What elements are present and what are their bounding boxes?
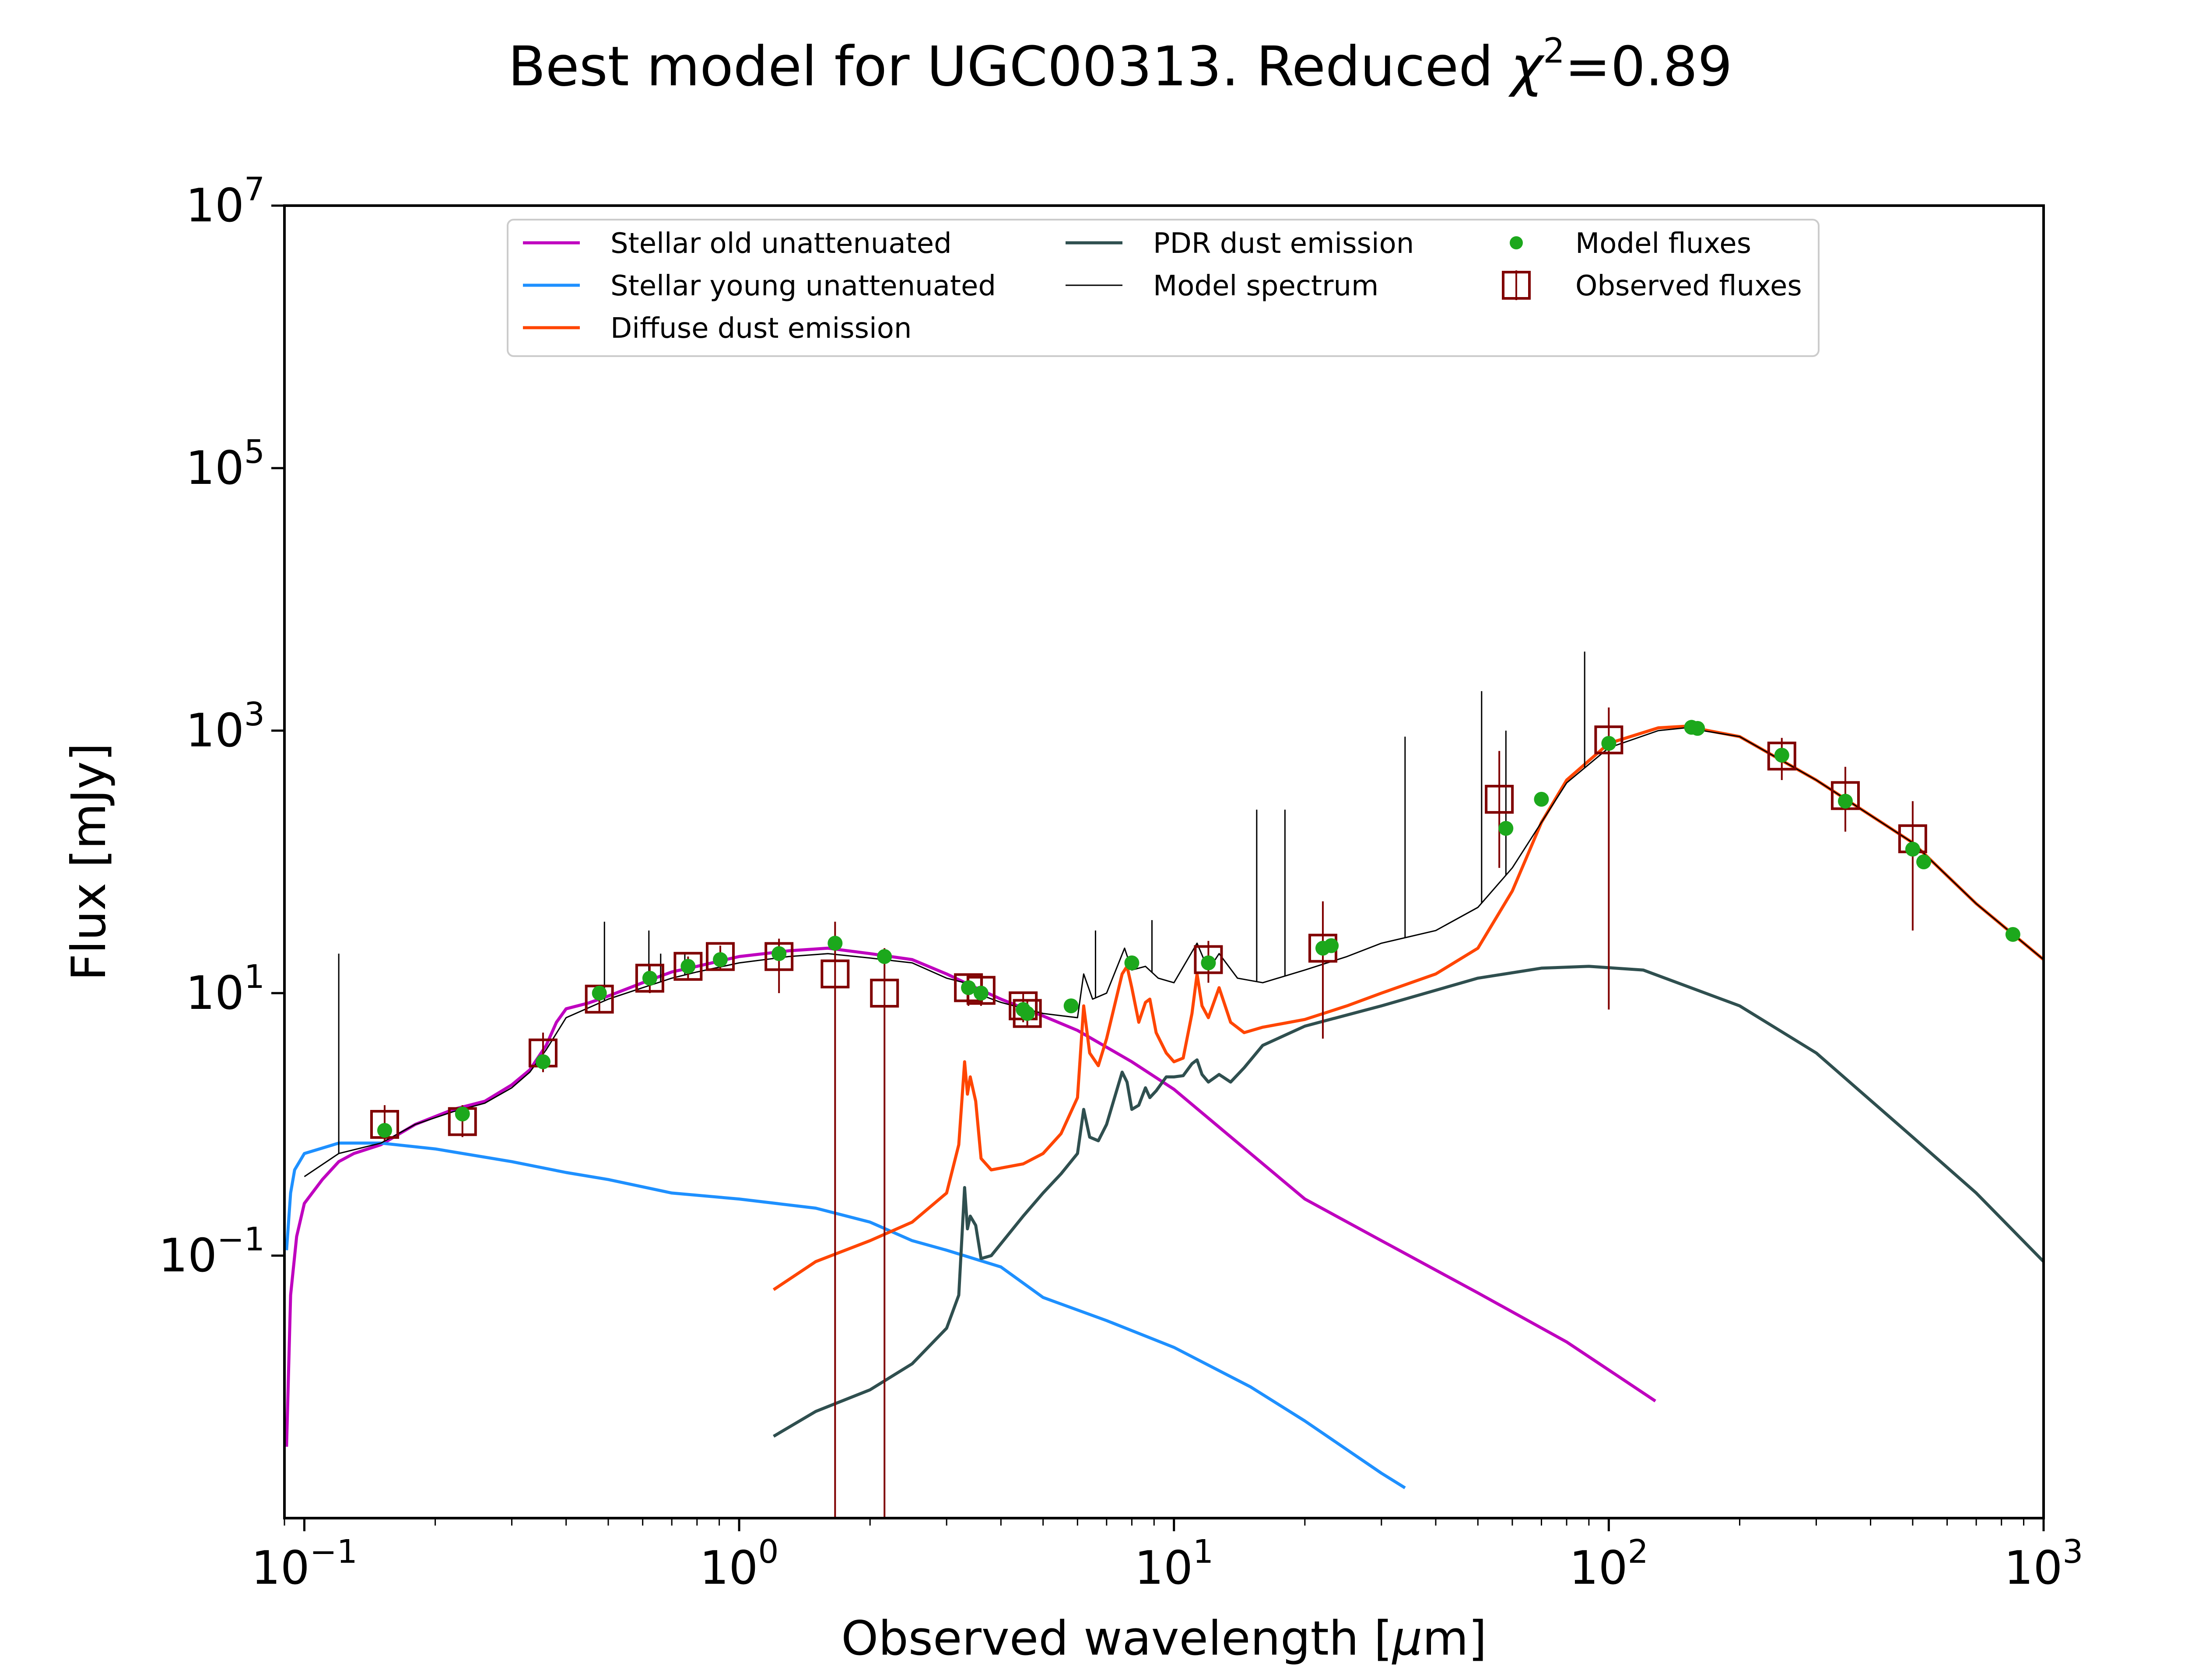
legend-label: Stellar young unattenuated: [610, 270, 996, 302]
y-tick-label: 107: [186, 171, 265, 232]
observed-flux-marker: [870, 979, 899, 1008]
observed-flux-marker: [1594, 725, 1623, 755]
model-flux-point: [1837, 794, 1853, 809]
legend-label: PDR dust emission: [1153, 228, 1414, 260]
model-flux-layer: [377, 720, 2020, 1138]
model-flux-point: [1020, 1006, 1035, 1021]
observed-flux-marker: [635, 963, 664, 993]
legend-label: Stellar old unattenuated: [610, 228, 952, 260]
model-spectrum-line: [304, 727, 2044, 1177]
series-layer: [285, 651, 2044, 1489]
model-flux-point: [377, 1123, 392, 1138]
model-flux-point: [1601, 736, 1616, 751]
observed-flux-marker: [1013, 999, 1042, 1028]
plot-frame: [283, 204, 2045, 1519]
model-flux-point: [1324, 938, 1339, 953]
x-axis-label: Observed wavelength [μm]: [841, 1611, 1487, 1666]
legend-item-stellar-old-unattenuated: Stellar old unattenuated: [523, 228, 952, 260]
legend-item-observed-fluxes: Observed fluxes: [1502, 270, 1802, 302]
observed-flux-marker: [706, 942, 735, 971]
model-flux-point: [1534, 791, 1549, 807]
legend-swatch: [1502, 271, 1531, 300]
observed-flux-marker: [764, 942, 794, 971]
x-tick-label: 102: [1569, 1533, 1648, 1595]
observed-flux-layer: [370, 707, 1927, 1518]
legend-item-model-fluxes: Model fluxes: [1510, 228, 1751, 260]
observed-flux-marker: [1767, 742, 1796, 771]
model-flux-point: [961, 980, 976, 995]
model-flux-point: [1063, 998, 1079, 1014]
observed-flux-marker: [820, 959, 850, 989]
model-flux-point: [1774, 748, 1789, 763]
observed-flux-marker: [1830, 781, 1860, 810]
legend-label: Diffuse dust emission: [610, 312, 912, 345]
x-tick-label: 100: [700, 1533, 779, 1595]
y-tick-label: 103: [186, 696, 265, 757]
axis-layer: 10−1 100 101 102 103 10−1 101 103 105 107: [158, 171, 2083, 1595]
model-flux-point: [642, 970, 657, 986]
legend-item-pdr-dust-emission: PDR dust emission: [1066, 228, 1414, 260]
model-flux-point: [455, 1106, 470, 1122]
model-flux-point: [535, 1054, 551, 1069]
model-flux-point: [1905, 841, 1920, 857]
legend-label: Model fluxes: [1575, 228, 1751, 260]
chart-title: Best model for UGC00313. Reduced χ2=0.89: [508, 32, 1732, 98]
model-flux-point: [592, 986, 607, 1001]
stellar-old-unattenuated-line: [285, 946, 1656, 1447]
legend-label: Observed fluxes: [1575, 270, 1802, 302]
model-flux-point: [1201, 955, 1216, 970]
y-tick-label: 10−1: [158, 1221, 265, 1282]
legend: Stellar old unattenuated Stellar young un…: [507, 219, 1820, 357]
x-tick-label: 101: [1134, 1533, 1213, 1595]
observed-flux-marker: [1485, 784, 1514, 814]
y-axis-label: Flux [mJy]: [62, 743, 116, 981]
model-flux-point: [1690, 721, 1705, 736]
legend-label: Model spectrum: [1153, 270, 1378, 302]
legend-swatch: [1510, 236, 1523, 249]
legend-item-stellar-young-unattenuated: Stellar young unattenuated: [523, 270, 996, 302]
model-flux-point: [1498, 821, 1514, 836]
model-flux-point: [1916, 854, 1932, 869]
y-tick-label: 101: [186, 958, 265, 1020]
model-flux-point: [1124, 955, 1140, 970]
observed-flux-marker: [1194, 945, 1223, 974]
stellar-young-unattenuated-line: [285, 1141, 1406, 1489]
x-tick-label: 103: [2004, 1533, 2083, 1595]
model-flux-point: [877, 949, 892, 964]
legend-box: [507, 219, 1820, 357]
y-tick-label: 105: [186, 433, 265, 495]
pdr-dust-emission-line: [773, 965, 2044, 1438]
legend-item-model-spectrum: Model spectrum: [1066, 270, 1378, 302]
model-flux-point: [2005, 927, 2020, 942]
model-flux-point: [973, 986, 989, 1001]
legend-item-diffuse-dust-emission: Diffuse dust emission: [523, 312, 912, 345]
model-flux-point: [680, 959, 696, 974]
model-flux-point: [771, 946, 787, 961]
model-flux-point: [828, 935, 843, 951]
observed-flux-marker: [673, 952, 703, 981]
model-flux-point: [713, 952, 728, 967]
x-tick-label: 10−1: [251, 1533, 358, 1595]
